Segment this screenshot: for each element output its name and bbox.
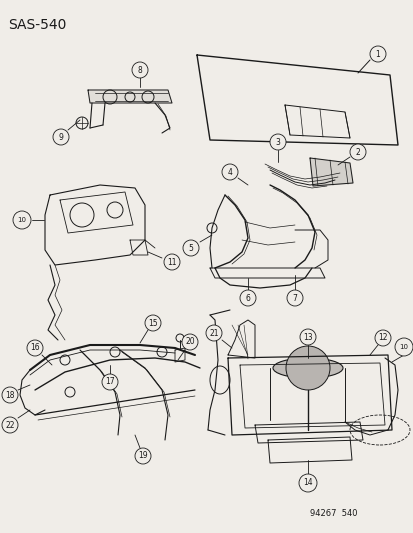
Circle shape bbox=[76, 117, 88, 129]
Circle shape bbox=[286, 290, 302, 306]
Circle shape bbox=[27, 340, 43, 356]
Text: 16: 16 bbox=[30, 343, 40, 352]
Text: 13: 13 bbox=[302, 333, 312, 342]
Circle shape bbox=[110, 347, 120, 357]
Ellipse shape bbox=[272, 358, 342, 378]
Circle shape bbox=[183, 240, 199, 256]
Circle shape bbox=[206, 325, 221, 341]
Circle shape bbox=[2, 387, 18, 403]
Circle shape bbox=[285, 346, 329, 390]
Text: 8: 8 bbox=[137, 66, 142, 75]
Circle shape bbox=[145, 315, 161, 331]
Text: SAS-540: SAS-540 bbox=[8, 18, 66, 32]
Text: 19: 19 bbox=[138, 451, 147, 461]
Text: 3: 3 bbox=[275, 138, 280, 147]
Circle shape bbox=[60, 355, 70, 365]
Text: 94267  540: 94267 540 bbox=[309, 509, 357, 518]
Text: 14: 14 bbox=[302, 479, 312, 488]
Text: 15: 15 bbox=[148, 319, 157, 327]
Text: 17: 17 bbox=[105, 377, 114, 386]
Text: 6: 6 bbox=[245, 294, 250, 303]
Circle shape bbox=[132, 62, 147, 78]
Text: 21: 21 bbox=[209, 328, 218, 337]
Circle shape bbox=[299, 329, 315, 345]
Text: 1: 1 bbox=[375, 50, 380, 59]
Circle shape bbox=[269, 134, 285, 150]
Circle shape bbox=[53, 129, 69, 145]
Circle shape bbox=[374, 330, 390, 346]
Circle shape bbox=[182, 334, 197, 350]
Circle shape bbox=[298, 474, 316, 492]
Text: 20: 20 bbox=[185, 337, 195, 346]
Text: 10: 10 bbox=[399, 344, 408, 350]
Text: 18: 18 bbox=[5, 391, 15, 400]
Text: 12: 12 bbox=[377, 334, 387, 343]
Circle shape bbox=[2, 417, 18, 433]
Circle shape bbox=[221, 164, 237, 180]
Text: 5: 5 bbox=[188, 244, 193, 253]
Circle shape bbox=[135, 448, 151, 464]
Text: 10: 10 bbox=[17, 217, 26, 223]
Circle shape bbox=[369, 46, 385, 62]
Text: 9: 9 bbox=[58, 133, 63, 141]
Circle shape bbox=[102, 374, 118, 390]
Circle shape bbox=[176, 334, 183, 342]
Polygon shape bbox=[309, 158, 352, 186]
Text: 4: 4 bbox=[227, 167, 232, 176]
Circle shape bbox=[13, 211, 31, 229]
Polygon shape bbox=[88, 90, 171, 103]
Text: 7: 7 bbox=[292, 294, 297, 303]
Circle shape bbox=[349, 144, 365, 160]
Text: 11: 11 bbox=[167, 257, 176, 266]
Circle shape bbox=[164, 254, 180, 270]
Text: 2: 2 bbox=[355, 148, 359, 157]
Circle shape bbox=[240, 290, 255, 306]
Circle shape bbox=[65, 387, 75, 397]
Circle shape bbox=[394, 338, 412, 356]
Text: 22: 22 bbox=[5, 421, 15, 430]
Circle shape bbox=[157, 347, 166, 357]
Circle shape bbox=[206, 223, 216, 233]
